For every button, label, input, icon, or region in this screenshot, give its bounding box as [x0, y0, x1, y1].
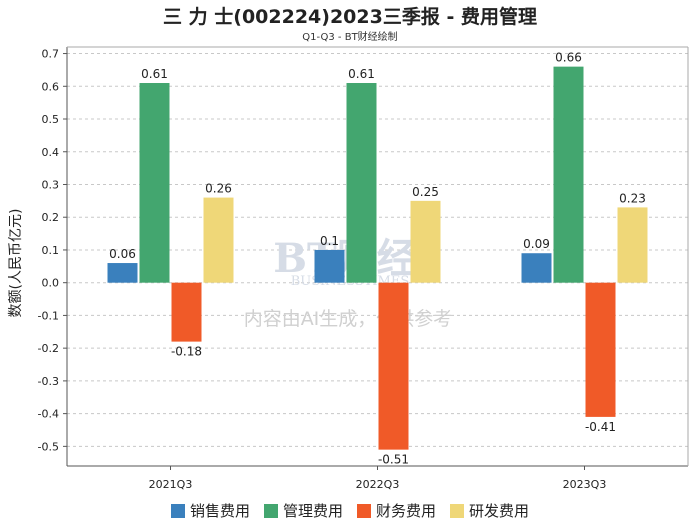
legend-label: 研发费用	[469, 502, 530, 520]
y-tick-label: 0.2	[42, 211, 60, 224]
grid-lines	[67, 53, 688, 447]
legend-swatch	[263, 503, 278, 518]
bar	[410, 200, 441, 283]
y-tick-label: -0.5	[38, 440, 59, 453]
x-tick-label: 2021Q3	[149, 478, 193, 491]
chart-title: 三 力 士(002224)2023三季报 - 费用管理	[163, 6, 537, 28]
bar	[203, 197, 234, 283]
data-label: 0.23	[619, 191, 646, 205]
bar	[314, 249, 345, 283]
bar	[139, 83, 170, 283]
bar	[617, 207, 648, 283]
legend-swatch	[357, 503, 371, 518]
y-tick-label: 0.5	[42, 113, 60, 126]
data-label: -0.18	[171, 345, 202, 359]
bar	[521, 253, 552, 283]
bar	[585, 282, 616, 417]
watermark-notice: 内容由AI生成，仅供参考	[244, 308, 453, 330]
data-label: 0.66	[555, 51, 582, 65]
y-tick-label: -0.2	[38, 342, 59, 355]
axes: -0.5 -0.4 -0.3 -0.2 -0.1 0.0 0.1 0.2 0.3 0.4 0.5 0.…	[38, 46, 689, 491]
y-tick-label: -0.4	[38, 408, 59, 421]
y-tick-label: -0.3	[38, 375, 59, 388]
y-tick-label: 0.1	[42, 244, 60, 257]
bar	[346, 83, 377, 283]
legend-label: 销售费用	[189, 502, 250, 520]
y-tick-label: 0.0	[42, 277, 60, 290]
data-label: 0.09	[523, 237, 550, 251]
y-tick-label: -0.1	[38, 309, 59, 322]
legend-item: 销售费用	[170, 500, 250, 521]
y-tick-label: 0.6	[42, 80, 60, 93]
data-labels: 0.06 0.61 -0.18 0.26 0.1 0.61 -0.51 0.25 0.09 0.6…	[109, 51, 646, 467]
y-tick-label: 0.4	[42, 146, 60, 159]
legend-swatch	[450, 503, 465, 518]
data-label: 0.1	[320, 234, 339, 248]
legend-item: 财务费用	[357, 500, 436, 521]
data-label: 0.06	[109, 247, 136, 261]
legend-item: 研发费用	[450, 500, 529, 521]
bar	[553, 66, 584, 283]
y-tick-label: 0.7	[42, 48, 60, 61]
data-label: 0.61	[348, 67, 375, 81]
legend-label: 财务费用	[376, 502, 437, 520]
bar	[107, 263, 138, 283]
bars	[107, 66, 648, 450]
legend-label: 管理费用	[282, 502, 343, 520]
legend-swatch	[170, 503, 185, 518]
y-axis-label: 数额(人民币亿元)	[8, 209, 24, 318]
data-label: -0.51	[378, 453, 409, 467]
legend-item: 管理费用	[263, 500, 343, 521]
watermark-logo: BT财经	[273, 235, 417, 282]
legend: 销售费用 管理费用 财务费用 研发费用	[0, 500, 700, 521]
data-label: 0.26	[205, 182, 232, 196]
bar	[378, 282, 409, 450]
y-tick-label: 0.3	[42, 178, 60, 191]
bar	[171, 282, 202, 342]
data-label: -0.41	[585, 420, 616, 434]
x-tick-label: 2023Q3	[563, 478, 607, 491]
x-tick-label: 2022Q3	[356, 478, 400, 491]
data-label: 0.25	[412, 185, 439, 199]
chart-subtitle: Q1-Q3 - BT财经绘制	[302, 32, 398, 43]
data-label: 0.61	[141, 67, 168, 81]
